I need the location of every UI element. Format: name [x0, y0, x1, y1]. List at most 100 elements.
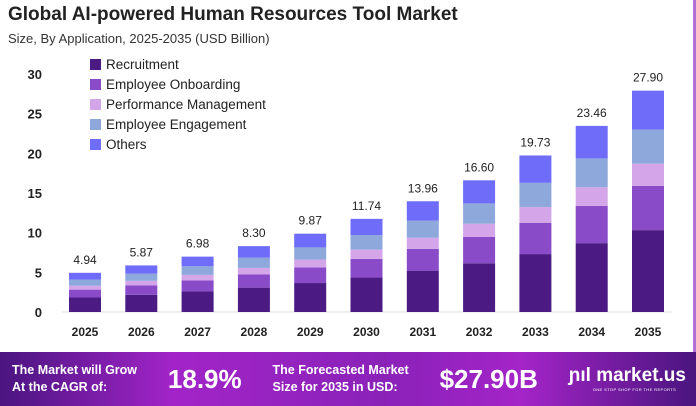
bar-segment-others: [519, 155, 552, 183]
logo-row: ɲıl market.us: [569, 365, 686, 387]
bar-segment-employee-onboarding: [350, 258, 383, 278]
bar-segment-recruitment: [632, 230, 664, 312]
bar-segment-performance-management: [125, 280, 158, 286]
x-tick-label: 2028: [241, 325, 268, 339]
x-tick-label: 2031: [409, 325, 436, 339]
legend-label: Employee Engagement: [106, 117, 247, 132]
cagr-label-line2: At the CAGR of:: [12, 380, 108, 394]
bar-segment-recruitment: [575, 243, 608, 312]
legend-swatch: [90, 59, 101, 70]
bar-segment-employee-engagement: [632, 129, 664, 164]
total-label: 27.90: [633, 71, 663, 85]
legend-swatch: [90, 139, 101, 150]
y-tick-label: 20: [28, 146, 42, 161]
y-tick-label: 15: [28, 186, 42, 201]
bar-segment-performance-management: [463, 223, 496, 237]
legend-swatch: [90, 79, 101, 90]
legend-label: Employee Onboarding: [106, 77, 240, 92]
x-tick-label: 2035: [635, 325, 662, 339]
bar-segment-recruitment: [237, 287, 270, 312]
legend-label: Performance Management: [106, 97, 266, 112]
cagr-label-line1: The Market will Grow: [12, 363, 138, 377]
total-label: 16.60: [464, 160, 494, 174]
bar-segment-performance-management: [519, 207, 552, 223]
bar-segment-performance-management: [294, 259, 327, 268]
y-tick-label: 25: [28, 107, 42, 122]
bar-segment-employee-engagement: [237, 257, 270, 268]
logo-tagline: ONE STOP SHOP FOR THE REPORTS: [592, 387, 677, 392]
bar-segment-employee-engagement: [294, 247, 327, 260]
bar-segment-others: [406, 201, 439, 221]
total-label: 19.73: [520, 135, 550, 149]
y-tick-label: 30: [28, 67, 42, 82]
total-label: 13.96: [408, 181, 438, 195]
bar-segment-recruitment: [294, 283, 327, 312]
bar-segment-employee-onboarding: [237, 274, 270, 288]
bar-segment-employee-engagement: [69, 279, 101, 286]
legend-label: Others: [106, 137, 147, 152]
bar-segment-employee-engagement: [125, 273, 158, 281]
total-label: 23.46: [577, 106, 607, 120]
y-tick-label: 5: [35, 265, 42, 280]
bar-segment-performance-management: [69, 285, 101, 290]
bar-segment-recruitment: [125, 294, 158, 312]
bar-segment-performance-management: [632, 163, 664, 186]
bar-segment-others: [69, 272, 101, 280]
x-tick-label: 2029: [297, 325, 324, 339]
total-label: 6.98: [186, 237, 210, 251]
x-tick-label: 2027: [184, 325, 211, 339]
forecast-label-line2: Size for 2035 in USD:: [272, 380, 398, 394]
bar-segment-employee-onboarding: [125, 285, 158, 295]
bar-segment-employee-onboarding: [69, 289, 101, 298]
bar-segment-others: [575, 125, 608, 159]
bar-segment-others: [181, 256, 214, 267]
bar-segment-employee-engagement: [519, 182, 552, 208]
y-tick-label: 10: [28, 226, 42, 241]
x-tick-label: 2025: [72, 325, 99, 339]
total-label: 11.74: [352, 199, 381, 213]
total-label: 4.94: [73, 253, 97, 267]
bar-segment-employee-engagement: [181, 266, 214, 275]
bar-segment-employee-onboarding: [519, 222, 552, 255]
logo-text: market.us: [596, 365, 686, 386]
x-tick-label: 2032: [466, 325, 493, 339]
bar-segment-employee-onboarding: [632, 185, 664, 231]
x-tick-label: 2026: [128, 325, 155, 339]
bar-segment-employee-onboarding: [294, 267, 327, 284]
x-tick-label: 2034: [578, 325, 605, 339]
bar-segment-employee-engagement: [575, 158, 608, 188]
bar-segment-employee-engagement: [350, 235, 383, 250]
bar-segment-employee-onboarding: [406, 248, 439, 271]
bar-segment-others: [237, 246, 270, 258]
bar-segment-others: [463, 180, 496, 204]
x-tick-label: 2033: [522, 325, 549, 339]
legend-swatch: [90, 119, 101, 130]
bar-segment-performance-management: [406, 237, 439, 249]
y-tick-label: 0: [35, 305, 42, 320]
bar-segment-employee-engagement: [463, 203, 496, 224]
forecast-label: The Forecasted Market Size for 2035 in US…: [273, 362, 409, 396]
cagr-label: The Market will Grow At the CAGR of:: [12, 362, 137, 396]
x-tick-label: 2030: [353, 325, 380, 339]
forecast-label-line1: The Forecasted Market: [272, 363, 409, 377]
bar-segment-performance-management: [350, 249, 383, 259]
legend-label: Recruitment: [106, 57, 179, 72]
bar-segment-employee-onboarding: [575, 205, 608, 244]
bar-segment-recruitment: [406, 270, 439, 312]
bar-segment-others: [125, 265, 158, 274]
total-label: 9.87: [299, 214, 323, 228]
total-label: 5.87: [130, 245, 154, 259]
bar-segment-employee-onboarding: [463, 236, 496, 264]
bar-segment-performance-management: [575, 187, 608, 206]
legend-swatch: [90, 99, 101, 110]
bar-segment-others: [632, 90, 664, 130]
bar-segment-performance-management: [181, 274, 214, 281]
bar-segment-employee-engagement: [406, 220, 439, 238]
footer-banner: The Market will Grow At the CAGR of: 18.9…: [0, 352, 696, 406]
bar-segment-recruitment: [350, 277, 383, 312]
bar-segment-recruitment: [181, 291, 214, 312]
cagr-value: 18.9%: [167, 364, 242, 394]
chart-frame: [693, 0, 696, 352]
bar-segment-recruitment: [463, 263, 496, 312]
bar-segment-employee-onboarding: [181, 280, 214, 292]
